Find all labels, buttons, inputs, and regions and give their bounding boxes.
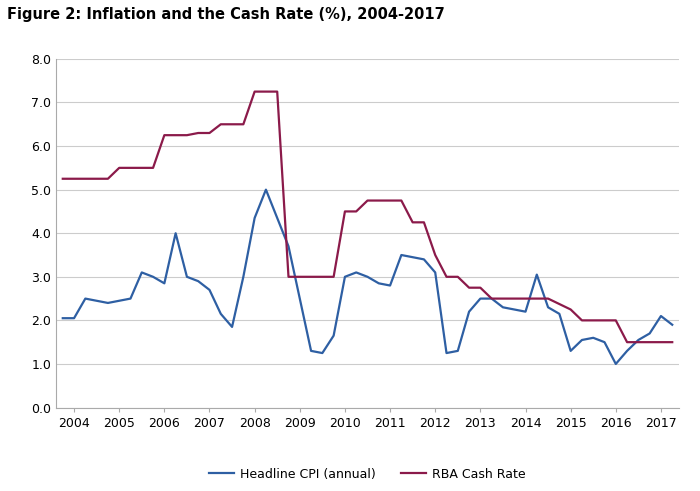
- RBA Cash Rate: [92, 176, 101, 182]
- RBA Cash Rate: [657, 339, 665, 345]
- Legend: Headline CPI (annual), RBA Cash Rate: Headline CPI (annual), RBA Cash Rate: [204, 463, 531, 486]
- RBA Cash Rate: [104, 176, 112, 182]
- RBA Cash Rate: [262, 89, 270, 95]
- Headline CPI (annual): [657, 313, 665, 319]
- Headline CPI (annual): [262, 187, 270, 192]
- RBA Cash Rate: [172, 132, 180, 138]
- RBA Cash Rate: [487, 296, 496, 301]
- RBA Cash Rate: [397, 197, 405, 203]
- RBA Cash Rate: [81, 176, 90, 182]
- RBA Cash Rate: [160, 132, 169, 138]
- RBA Cash Rate: [205, 130, 214, 136]
- RBA Cash Rate: [330, 274, 338, 280]
- RBA Cash Rate: [408, 219, 416, 225]
- RBA Cash Rate: [533, 296, 541, 301]
- RBA Cash Rate: [374, 197, 383, 203]
- Headline CPI (annual): [612, 361, 620, 367]
- RBA Cash Rate: [442, 274, 451, 280]
- RBA Cash Rate: [295, 274, 304, 280]
- Headline CPI (annual): [295, 296, 304, 301]
- Headline CPI (annual): [623, 348, 631, 354]
- RBA Cash Rate: [284, 274, 293, 280]
- RBA Cash Rate: [341, 209, 349, 215]
- Headline CPI (annual): [126, 296, 134, 301]
- RBA Cash Rate: [578, 318, 586, 324]
- RBA Cash Rate: [228, 121, 237, 127]
- RBA Cash Rate: [386, 197, 394, 203]
- RBA Cash Rate: [194, 130, 202, 136]
- RBA Cash Rate: [668, 339, 676, 345]
- RBA Cash Rate: [115, 165, 123, 171]
- Text: Figure 2: Inflation and the Cash Rate (%), 2004-2017: Figure 2: Inflation and the Cash Rate (%…: [7, 7, 444, 23]
- Line: Headline CPI (annual): Headline CPI (annual): [63, 190, 672, 364]
- Headline CPI (annual): [59, 315, 67, 321]
- RBA Cash Rate: [420, 219, 428, 225]
- RBA Cash Rate: [70, 176, 78, 182]
- RBA Cash Rate: [498, 296, 507, 301]
- RBA Cash Rate: [589, 318, 597, 324]
- RBA Cash Rate: [634, 339, 643, 345]
- RBA Cash Rate: [566, 306, 575, 312]
- RBA Cash Rate: [239, 121, 248, 127]
- Headline CPI (annual): [668, 322, 676, 327]
- RBA Cash Rate: [431, 252, 440, 258]
- Headline CPI (annual): [172, 230, 180, 236]
- RBA Cash Rate: [183, 132, 191, 138]
- RBA Cash Rate: [216, 121, 225, 127]
- Line: RBA Cash Rate: RBA Cash Rate: [63, 92, 672, 342]
- Headline CPI (annual): [205, 287, 214, 293]
- RBA Cash Rate: [623, 339, 631, 345]
- RBA Cash Rate: [126, 165, 134, 171]
- RBA Cash Rate: [352, 209, 361, 215]
- RBA Cash Rate: [476, 285, 484, 291]
- RBA Cash Rate: [307, 274, 315, 280]
- RBA Cash Rate: [138, 165, 146, 171]
- RBA Cash Rate: [59, 176, 67, 182]
- RBA Cash Rate: [251, 89, 259, 95]
- RBA Cash Rate: [454, 274, 462, 280]
- RBA Cash Rate: [544, 296, 552, 301]
- RBA Cash Rate: [522, 296, 530, 301]
- RBA Cash Rate: [149, 165, 158, 171]
- RBA Cash Rate: [273, 89, 281, 95]
- RBA Cash Rate: [363, 197, 372, 203]
- RBA Cash Rate: [465, 285, 473, 291]
- RBA Cash Rate: [612, 318, 620, 324]
